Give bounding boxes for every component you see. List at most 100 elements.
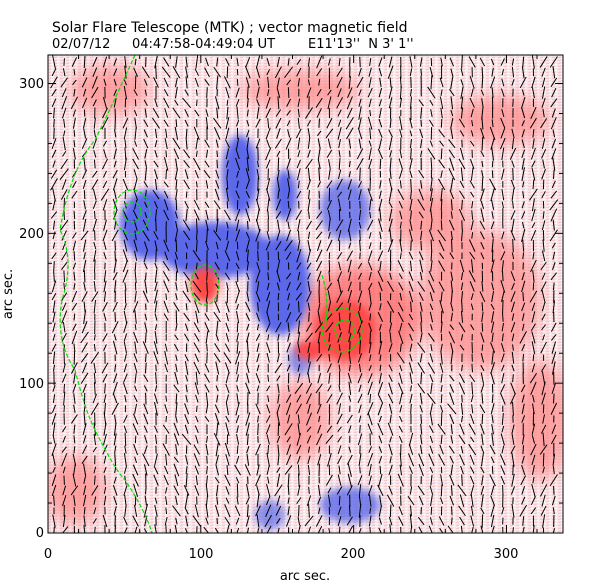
- vector-mark: [83, 507, 86, 515]
- vector-mark: [143, 403, 149, 415]
- vector-mark: [418, 463, 424, 477]
- vector-mark: [103, 455, 107, 464]
- vector-mark: [52, 453, 56, 466]
- vector-mark: [327, 231, 331, 239]
- vector-mark: [266, 69, 271, 76]
- vector-mark: [348, 242, 352, 249]
- vector-mark: [541, 272, 546, 280]
- vector-mark: [377, 250, 384, 262]
- vector-mark: [542, 514, 546, 528]
- vector-mark: [61, 302, 67, 312]
- vector-mark: [215, 361, 220, 375]
- vector-mark: [388, 137, 393, 151]
- vector-mark: [206, 281, 208, 292]
- vector-mark: [182, 290, 191, 303]
- vector-mark: [314, 321, 324, 333]
- vector-mark: [357, 320, 363, 334]
- vector-mark: [480, 150, 485, 158]
- vector-mark: [367, 373, 373, 384]
- vector-mark: [542, 453, 545, 467]
- vector-mark: [480, 332, 485, 343]
- vector-mark: [91, 485, 99, 496]
- vector-mark: [501, 271, 504, 282]
- vector-mark: [347, 189, 352, 200]
- vector-mark: [317, 158, 321, 170]
- vector-mark: [73, 88, 76, 97]
- vector-mark: [71, 57, 78, 67]
- vector-mark: [113, 476, 117, 484]
- vector-mark: [348, 138, 352, 149]
- vector-mark: [348, 425, 352, 434]
- vector-mark: [123, 353, 127, 362]
- vector-mark: [542, 239, 545, 252]
- vector-mark: [225, 58, 230, 66]
- vector-mark: [459, 130, 465, 137]
- vector-mark: [226, 99, 229, 106]
- vector-mark: [530, 496, 536, 506]
- vector-mark: [529, 117, 537, 129]
- vector-mark: [471, 210, 474, 220]
- vector-mark: [378, 435, 383, 444]
- vector-mark: [266, 311, 270, 323]
- vector-mark: [235, 148, 240, 160]
- vector-mark: [553, 393, 555, 404]
- vector-mark: [185, 191, 188, 198]
- vector-mark: [226, 169, 229, 180]
- vector-mark: [144, 313, 148, 321]
- vector-mark: [550, 190, 558, 199]
- vector-mark: [184, 119, 189, 127]
- vector-mark: [216, 320, 219, 334]
- vector-mark: [386, 494, 395, 507]
- vector-mark: [480, 208, 485, 222]
- vector-mark: [111, 402, 119, 415]
- vector-mark: [326, 149, 333, 158]
- vector-mark: [164, 516, 168, 526]
- vector-mark: [124, 494, 127, 507]
- vector-mark: [316, 240, 322, 252]
- vector-mark: [358, 415, 362, 423]
- vector-mark: [307, 342, 311, 353]
- vector-mark: [154, 385, 158, 392]
- vector-mark: [205, 483, 209, 497]
- vector-mark: [101, 362, 109, 374]
- vector-mark: [305, 332, 313, 343]
- vector-mark: [317, 372, 322, 384]
- vector-mark: [510, 445, 516, 454]
- vector-mark: [175, 56, 178, 68]
- vector-mark: [358, 353, 362, 363]
- vector-mark: [112, 178, 118, 191]
- vector-mark: [285, 272, 292, 280]
- vector-mark: [100, 188, 110, 201]
- vector-mark: [430, 209, 433, 221]
- vector-mark: [438, 239, 445, 252]
- vector-mark: [51, 413, 57, 425]
- vector-mark: [133, 331, 139, 343]
- vector-mark: [154, 401, 158, 416]
- vector-mark: [521, 323, 525, 331]
- vector-mark: [114, 453, 117, 466]
- vector-mark: [245, 190, 250, 199]
- vector-mark: [134, 58, 137, 66]
- vector-mark: [336, 486, 343, 495]
- vector-mark: [429, 412, 433, 426]
- vector-mark: [255, 219, 261, 232]
- vector-mark: [246, 445, 250, 454]
- vector-mark: [172, 65, 181, 79]
- vector-mark: [429, 445, 434, 454]
- vector-mark: [316, 260, 323, 272]
- vector-mark: [501, 322, 504, 332]
- vector-mark: [83, 157, 86, 171]
- vector-mark: [479, 291, 486, 303]
- vector-mark: [173, 456, 179, 463]
- vector-mark: [73, 424, 76, 434]
- vector-mark: [511, 128, 515, 139]
- vector-mark: [511, 58, 515, 66]
- vector-mark: [346, 96, 353, 110]
- vector-mark: [155, 65, 157, 79]
- vector-mark: [236, 425, 239, 434]
- vector-mark: [134, 324, 137, 331]
- vector-mark: [521, 496, 526, 505]
- vector-mark: [378, 527, 382, 533]
- vector-mark: [420, 230, 423, 241]
- vector-mark: [407, 495, 415, 506]
